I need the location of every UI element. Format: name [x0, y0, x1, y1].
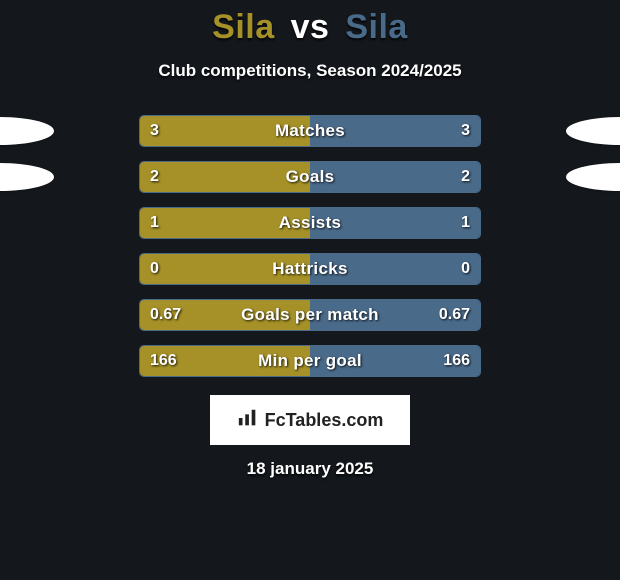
stat-label: Assists	[140, 208, 480, 238]
player1-name: Sila	[212, 8, 274, 46]
brand-badge: FcTables.com	[210, 395, 410, 445]
stat-label: Matches	[140, 116, 480, 146]
stat-row-wrap: 33Matches	[0, 115, 620, 147]
stat-row: 166166Min per goal	[139, 345, 481, 377]
stat-label: Goals	[140, 162, 480, 192]
bars-area: 33Matches 22Goals 11Assists 00Hattricks 0.67…	[0, 115, 620, 377]
stat-label: Hattricks	[140, 254, 480, 284]
title-vs: vs	[291, 8, 330, 46]
team-badge-left	[0, 115, 60, 147]
stat-row: 0.670.67Goals per match	[139, 299, 481, 331]
ellipse-icon	[0, 163, 54, 191]
stat-row: 22Goals	[139, 161, 481, 193]
stat-row-wrap: 166166Min per goal	[0, 345, 620, 377]
stat-row: 00Hattricks	[139, 253, 481, 285]
stat-row-wrap: 22Goals	[0, 161, 620, 193]
team-badge-left	[0, 161, 60, 193]
stat-row-wrap: 0.670.67Goals per match	[0, 299, 620, 331]
date-text: 18 january 2025	[0, 459, 620, 479]
ellipse-icon	[0, 117, 54, 145]
stat-row-wrap: 00Hattricks	[0, 253, 620, 285]
brand-text: FcTables.com	[265, 410, 384, 431]
stat-row: 11Assists	[139, 207, 481, 239]
subtitle: Club competitions, Season 2024/2025	[0, 61, 620, 81]
stat-label: Goals per match	[140, 300, 480, 330]
stat-label: Min per goal	[140, 346, 480, 376]
stat-row-wrap: 11Assists	[0, 207, 620, 239]
page-title: Sila vs Sila	[0, 0, 620, 47]
team-badge-right	[560, 161, 620, 193]
stat-row: 33Matches	[139, 115, 481, 147]
player2-name: Sila	[345, 8, 407, 46]
team-badge-right	[560, 115, 620, 147]
comparison-infographic: Sila vs Sila Club competitions, Season 2…	[0, 0, 620, 580]
bar-chart-icon	[237, 407, 259, 434]
ellipse-icon	[566, 163, 620, 191]
ellipse-icon	[566, 117, 620, 145]
